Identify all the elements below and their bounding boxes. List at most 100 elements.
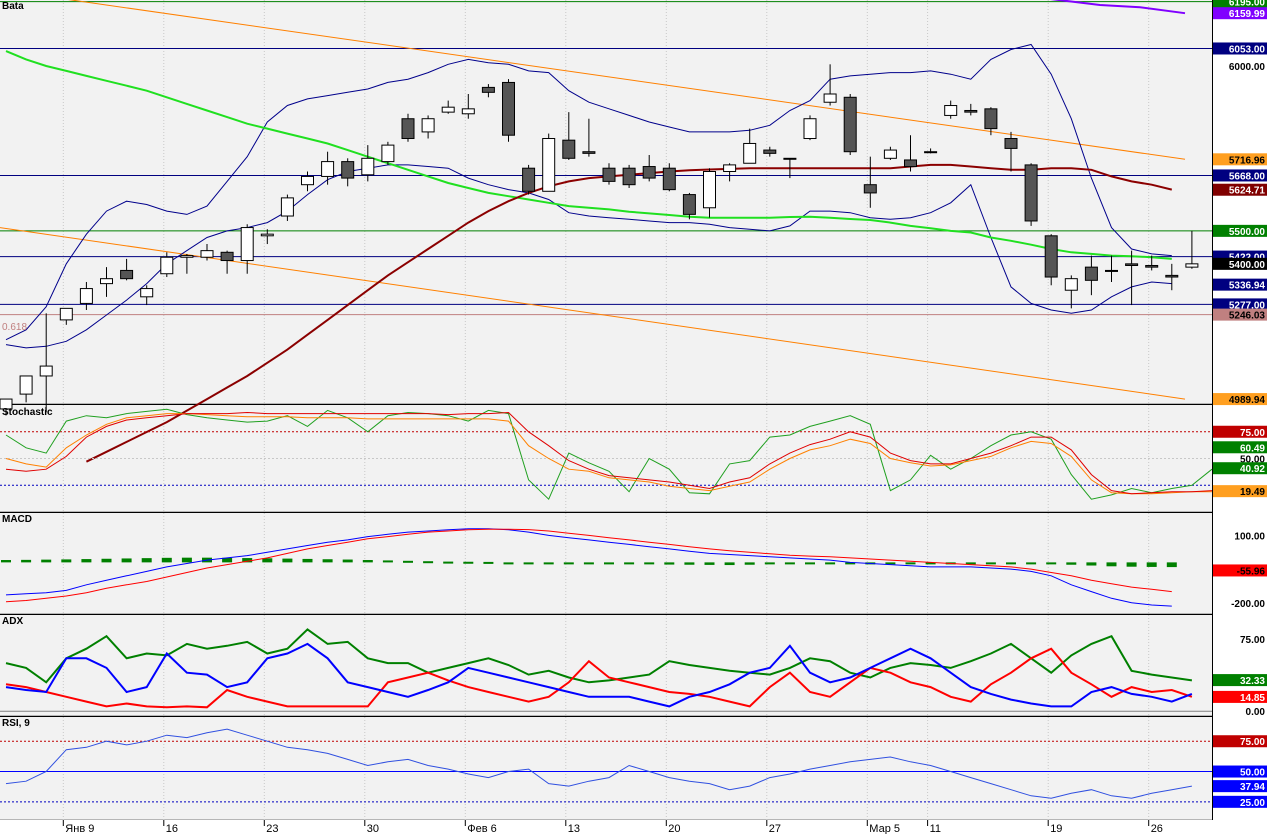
candle-body — [863, 184, 877, 194]
candle-body — [1185, 263, 1199, 268]
axis-tick-bg — [1213, 42, 1267, 55]
axis-tick-bg — [1213, 224, 1267, 237]
axis-tick-label: 5336.94 — [1229, 281, 1266, 292]
candle-body — [964, 109, 978, 113]
macd-histogram-bar — [403, 560, 413, 563]
candle-body — [763, 149, 777, 154]
stoch-signal-line — [5, 411, 1213, 495]
macd-histogram-bar — [242, 558, 253, 563]
axis-tick-bg — [1213, 169, 1267, 182]
adx-minus-di-line — [5, 647, 1193, 709]
candle-body — [622, 167, 636, 186]
axis-tick-label: 60.49 — [1240, 443, 1265, 454]
candle-body — [502, 81, 515, 136]
candle-body — [562, 139, 576, 159]
candle-body — [39, 365, 53, 377]
macd-histogram-bar — [724, 562, 735, 566]
macd-histogram-bar — [423, 561, 434, 564]
macd-histogram-bar — [563, 562, 574, 565]
macd-histogram-bar — [322, 559, 333, 563]
adx-line — [5, 628, 1193, 684]
x-tick-label: Мар 5 — [869, 823, 900, 834]
axis-tick-bg — [1213, 308, 1267, 321]
candle-body — [220, 251, 234, 262]
macd-histogram-bar — [1066, 562, 1077, 565]
green-ma-line — [5, 50, 1172, 260]
candle-body — [522, 167, 536, 192]
candle-body — [743, 142, 757, 164]
candle-body — [361, 157, 375, 176]
channel-upper-line — [67, 0, 1186, 160]
macd-histogram-bar — [744, 562, 755, 565]
candle-body — [120, 269, 134, 280]
macd-histogram-bar — [342, 559, 353, 563]
macd-histogram-bar — [1146, 562, 1157, 567]
macd-histogram-bar — [262, 558, 273, 563]
axis-tick-bg — [1213, 441, 1267, 454]
macd-histogram-bar — [885, 562, 896, 565]
macd-histogram-bar — [845, 562, 856, 565]
x-tick-label: 11 — [930, 823, 941, 834]
macd-histogram-bar — [1006, 562, 1016, 565]
macd-histogram-bar — [1086, 562, 1097, 566]
candle-body — [260, 233, 274, 237]
candle-body — [1004, 138, 1018, 149]
axis-tick-bg — [1213, 690, 1267, 703]
macd-histogram-bar — [41, 559, 52, 563]
axis-tick-bg — [1213, 278, 1267, 291]
axis-tick-label: 5400.00 — [1229, 260, 1266, 271]
candle-body — [1125, 263, 1139, 266]
axis-tick-label: 100.00 — [1234, 531, 1265, 542]
axis-tick-bg — [1213, 485, 1267, 498]
axis-tick-label: 19.49 — [1240, 487, 1265, 498]
macd-histogram-bar — [604, 562, 614, 565]
axis-tick-label: 5668.00 — [1229, 171, 1266, 182]
fib-level-label: 0.618 — [2, 322, 27, 333]
candle-body — [140, 288, 154, 298]
axis-tick-label: 0.00 — [1246, 707, 1266, 718]
macd-panel-title: MACD — [2, 514, 32, 525]
candle-body — [160, 256, 174, 275]
axis-tick-label: 50.00 — [1240, 455, 1265, 466]
axis-tick-bg — [1213, 7, 1267, 20]
stoch-fast-line — [5, 408, 1213, 501]
macd-histogram-bar — [1046, 562, 1057, 565]
macd-histogram-bar — [624, 562, 635, 565]
macd-histogram-bar — [1026, 562, 1037, 565]
macd-histogram-bar — [1126, 562, 1137, 567]
axis-tick-bg — [1213, 462, 1267, 475]
axis-tick-label: 40.92 — [1240, 464, 1265, 475]
macd-histogram-bar — [684, 562, 695, 565]
bollinger-lower-line — [5, 164, 1172, 349]
axis-tick-bg — [1213, 674, 1267, 687]
x-tick-label: 19 — [1050, 823, 1062, 834]
candle-body — [843, 96, 857, 153]
panel-bg-rsi — [0, 717, 1212, 820]
xaxis-bg — [0, 820, 1268, 834]
macd-histogram-bar — [1106, 562, 1117, 567]
macd-histogram-bar — [805, 562, 815, 565]
macd-histogram-bar — [1166, 562, 1177, 568]
candle-body — [984, 108, 998, 130]
macd-histogram-bar — [382, 560, 393, 563]
macd-histogram-bar — [1, 560, 11, 563]
macd-histogram-bar — [985, 562, 996, 565]
panel-bg-adx — [0, 615, 1212, 716]
macd-histogram-bar — [664, 562, 675, 565]
candles — [0, 64, 1199, 416]
axis-tick-label: 5246.03 — [1229, 311, 1266, 322]
axis-tick-bg — [1213, 183, 1267, 196]
x-tick-label: 16 — [166, 823, 178, 834]
x-tick-label: 27 — [769, 823, 781, 834]
macd-histogram-bar — [583, 562, 594, 565]
macd-histogram-bar — [21, 559, 32, 563]
macd-histogram-bar — [121, 558, 132, 563]
x-tick-label: 20 — [668, 823, 680, 834]
macd-histogram-bar — [483, 561, 494, 564]
macd-histogram-bar — [543, 562, 554, 565]
candle-body — [1165, 274, 1179, 278]
x-axis: Янв 9 16 23 30 Фев 6 13 20 27 Мар 5 11 19 26 — [62, 820, 1163, 834]
candle-body — [79, 288, 93, 304]
axis-tick-label: 4989.94 — [1229, 395, 1266, 406]
